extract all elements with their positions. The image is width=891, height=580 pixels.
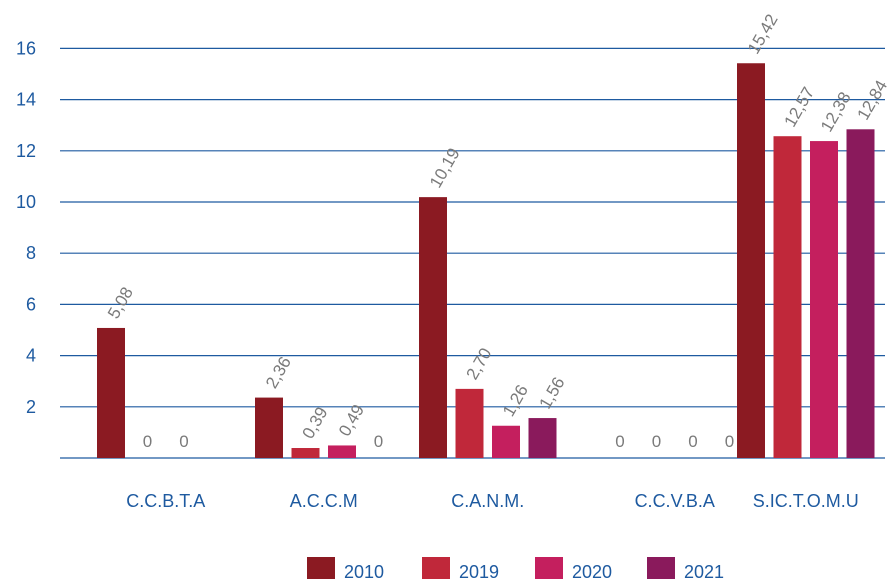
category-label: A.C.C.M	[290, 491, 358, 511]
bar	[419, 197, 447, 459]
bar	[773, 136, 802, 458]
y-tick-label: 10	[16, 192, 36, 212]
data-label: 12,57	[781, 84, 819, 130]
data-label: 0	[725, 432, 734, 451]
data-label: 1,26	[499, 382, 532, 420]
bar	[528, 418, 557, 458]
data-label: 15,42	[744, 11, 782, 57]
data-label: 5,08	[104, 284, 137, 322]
category-label: C.C.B.T.A	[126, 491, 205, 511]
bar	[737, 63, 765, 459]
bar	[255, 397, 283, 458]
legend-swatch	[307, 557, 335, 579]
bar	[97, 327, 125, 458]
bar	[492, 425, 520, 458]
legend-label: 2010	[344, 562, 384, 580]
data-label: 0	[179, 432, 188, 451]
legend-label: 2021	[684, 562, 724, 580]
y-tick-label: 6	[26, 294, 36, 314]
bar	[846, 129, 875, 458]
category-label: C.A.N.M.	[451, 491, 524, 511]
legend-label: 2020	[572, 562, 612, 580]
bar	[455, 388, 484, 458]
bar	[810, 141, 838, 458]
y-tick-label: 8	[26, 243, 36, 263]
y-tick-label: 4	[26, 346, 36, 366]
data-label: 0	[615, 432, 624, 451]
y-tick-label: 14	[16, 90, 36, 110]
legend-label: 2019	[459, 562, 499, 580]
data-label: 2,36	[262, 353, 295, 391]
data-label: 0	[374, 432, 383, 451]
legend-swatch	[422, 557, 450, 579]
data-label: 0	[652, 432, 661, 451]
legend: 2010 2019 2020 2021	[307, 557, 724, 580]
bar	[328, 445, 356, 458]
y-tick-label: 16	[16, 38, 36, 58]
data-label: 2,70	[463, 345, 496, 383]
category-label: S.IC.T.O.M.U	[753, 491, 859, 511]
y-axis-ticks: 2 4 6 8 10 12 14 16	[16, 38, 36, 416]
y-tick-label: 2	[26, 397, 36, 417]
bars	[97, 63, 875, 459]
y-tick-label: 12	[16, 141, 36, 161]
legend-swatch	[535, 557, 563, 579]
data-label: 10,19	[426, 145, 464, 191]
category-label: C.C.V.B.A	[635, 491, 715, 511]
data-label: 0	[143, 432, 152, 451]
data-label: 0	[688, 432, 697, 451]
data-label: 12,38	[817, 89, 855, 135]
category-labels: C.C.B.T.A A.C.C.M C.A.N.M. C.C.V.B.A S.IC.T.…	[126, 491, 859, 511]
gridlines	[60, 47, 885, 459]
legend-swatch	[647, 557, 675, 579]
bar	[291, 448, 320, 458]
data-label: 0,39	[299, 404, 332, 442]
